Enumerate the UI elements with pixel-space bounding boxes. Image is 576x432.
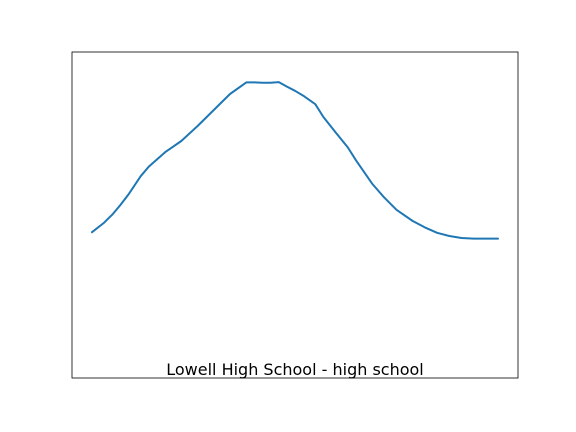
series-line [91, 81, 499, 240]
chart-title: Lowell High School - high school [166, 360, 424, 379]
plot-area-frame [71, 51, 519, 379]
